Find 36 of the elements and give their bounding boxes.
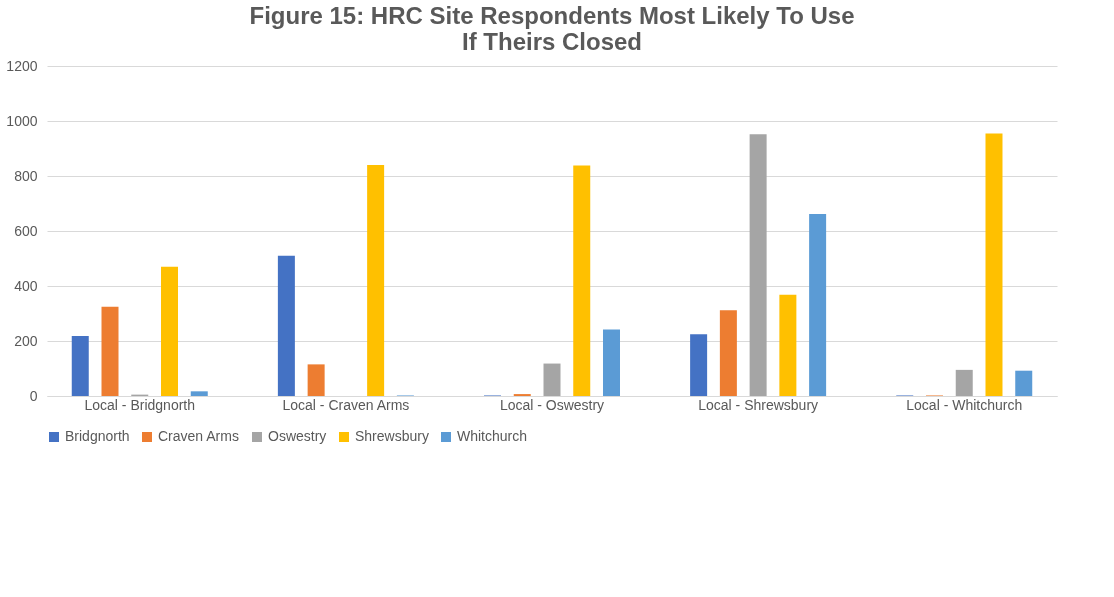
- x-tick-label: Local - Whitchurch: [906, 396, 1023, 413]
- legend-label: Oswestry: [268, 428, 327, 444]
- bar: [71, 336, 89, 396]
- y-tick-label: 1000: [6, 112, 38, 129]
- bar: [543, 363, 561, 396]
- x-tick-label: Local - Craven Arms: [282, 396, 410, 413]
- bar: [719, 310, 737, 396]
- chart-title: Figure 15: HRC Site Respondents Most Likely To Use If Theirs Closed: [249, 2, 855, 55]
- x-tick-label: Local - Oswestry: [499, 396, 605, 413]
- legend-label: Shrewsbury: [355, 428, 429, 444]
- legend-label: Bridgnorth: [65, 428, 130, 444]
- y-tick-label: 1200: [6, 57, 38, 74]
- y-tick-label: 600: [14, 222, 38, 239]
- bar: [690, 334, 708, 396]
- bar: [955, 369, 973, 396]
- legend-label: Whitchurch: [457, 428, 528, 444]
- y-tick-label: 800: [14, 167, 38, 184]
- bar: [367, 165, 385, 396]
- bar: [190, 391, 208, 396]
- y-tick-label: 0: [29, 387, 38, 404]
- bar: [749, 134, 767, 396]
- bar: [307, 364, 325, 396]
- bar: [603, 329, 620, 396]
- x-tick-label: Local - Bridgnorth: [84, 396, 196, 413]
- bar: [779, 294, 797, 396]
- bar: [101, 306, 119, 396]
- bar: [573, 165, 591, 396]
- bar: [809, 213, 827, 396]
- y-tick-label: 400: [14, 277, 38, 294]
- legend-label: Craven Arms: [158, 428, 239, 444]
- bar: [985, 133, 1003, 396]
- bar: [1015, 370, 1033, 396]
- y-tick-label: 200: [14, 332, 38, 349]
- bar: [161, 266, 178, 396]
- x-tick-label: Local - Shrewsbury: [698, 396, 819, 413]
- bar: [277, 255, 295, 396]
